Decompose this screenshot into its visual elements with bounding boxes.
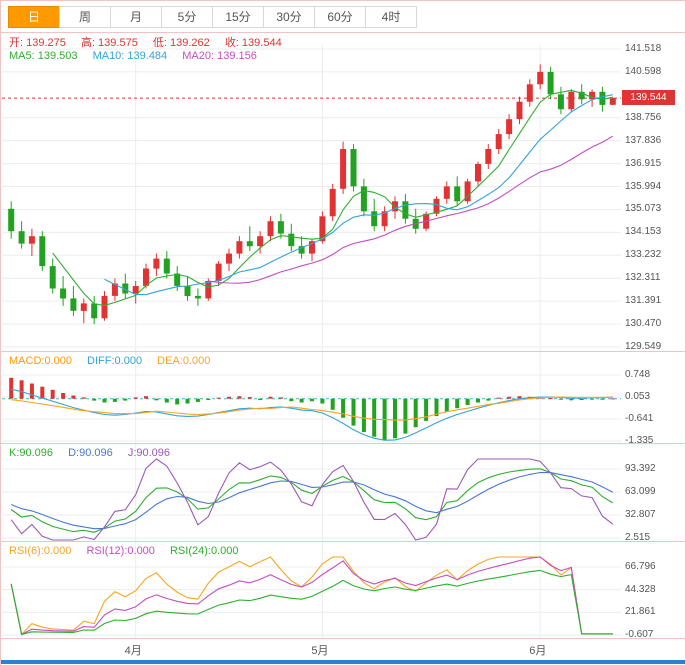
tab-60min[interactable]: 60分 xyxy=(314,6,366,28)
y-axis-tick: -1.335 xyxy=(625,435,654,446)
y-axis-tick: 134.153 xyxy=(625,226,662,238)
current-price-tag: 139.544 xyxy=(622,90,675,106)
tab-15min[interactable]: 15分 xyxy=(212,6,264,28)
dea-line xyxy=(11,396,613,421)
y-axis-tick: 130.470 xyxy=(625,318,662,330)
x-axis-month-label: 5月 xyxy=(311,645,329,657)
y-axis-tick: 135.073 xyxy=(625,203,662,215)
open-value: 开: 139.275 xyxy=(9,37,66,49)
macd-histogram xyxy=(9,377,615,440)
high-value: 高: 139.575 xyxy=(80,37,138,49)
y-axis-tick: 136.915 xyxy=(625,157,662,169)
y-axis-tick: 140.598 xyxy=(625,65,662,77)
ma10-value: MA10: 139.484 xyxy=(92,50,168,62)
tab-4hour[interactable]: 4时 xyxy=(365,6,417,28)
rsi12-line xyxy=(10,556,613,636)
y-axis-tick: 0.748 xyxy=(625,369,651,380)
diff-value: DIFF:0.000 xyxy=(87,355,143,367)
ma5-value: MA5: 139.503 xyxy=(9,50,78,62)
tab-month[interactable]: 月 xyxy=(110,6,162,28)
rsi-info-row: RSI(6):0.000 RSI(12):0.000 RSI(24):0.000 xyxy=(9,545,250,557)
tab-week[interactable]: 周 xyxy=(59,6,111,28)
d-value: D:90.096 xyxy=(68,447,113,459)
dea-value: DEA:0.000 xyxy=(157,355,211,367)
macd-value: MACD:0.000 xyxy=(9,355,72,367)
y-axis-tick: 32.807 xyxy=(625,509,656,520)
rsi6-value: RSI(6):0.000 xyxy=(9,545,72,557)
y-axis-tick: 132.311 xyxy=(625,272,661,284)
tab-30min[interactable]: 30分 xyxy=(263,6,315,28)
y-axis-tick: 131.391 xyxy=(625,295,662,307)
period-toolbar: 日周月 5分 15分 30分 60分 4时 xyxy=(8,6,417,28)
y-axis-tick: 135.994 xyxy=(625,180,662,192)
rsi24-line xyxy=(10,569,613,636)
y-axis-tick: 137.836 xyxy=(625,134,662,146)
panel-separators xyxy=(1,32,685,639)
ma10-line xyxy=(104,94,613,296)
grid-lines xyxy=(2,45,621,638)
y-axis-tick: 93.392 xyxy=(625,463,656,474)
x-axis-month-label: 4月 xyxy=(124,645,142,657)
k-value: K:90.096 xyxy=(9,447,54,459)
ma-info-row: MA5: 139.503 MA10: 139.484 MA20: 139.156 xyxy=(9,50,269,62)
kdj-info-row: K:90.096 D:90.096 J:90.096 xyxy=(9,447,182,459)
low-value: 低: 139.262 xyxy=(152,37,210,49)
ma20-value: MA20: 139.156 xyxy=(182,50,257,62)
y-axis-tick: -0.641 xyxy=(625,413,654,424)
bottom-accent-bar xyxy=(1,660,685,664)
y-axis-tick: 141.518 xyxy=(625,43,662,54)
close-value: 收: 139.544 xyxy=(224,37,282,49)
ma20-line xyxy=(208,135,614,284)
j-line xyxy=(10,458,614,541)
diff-line xyxy=(11,388,613,441)
ohlc-info-row: 开: 139.275 高: 139.575 低: 139.262 收: 139.… xyxy=(9,34,294,50)
macd-info-row: MACD:0.000 DIFF:0.000 DEA:0.000 xyxy=(9,355,222,367)
y-axis-tick: -0.607 xyxy=(625,629,654,640)
y-axis-tick: 0.053 xyxy=(625,391,651,403)
x-axis-month-label: 6月 xyxy=(529,645,547,657)
y-axis-tick: 66.796 xyxy=(625,561,656,572)
d-line xyxy=(10,471,614,530)
y-axis-tick: 133.232 xyxy=(625,249,662,261)
rsi6-line xyxy=(10,556,613,636)
y-axis-tick: 129.549 xyxy=(625,341,662,352)
j-value: J:90.096 xyxy=(127,447,171,459)
rsi24-value: RSI(24):0.000 xyxy=(169,545,239,557)
ma5-line xyxy=(52,89,613,306)
y-axis-tick: 21.861 xyxy=(625,606,656,618)
tab-5min[interactable]: 5分 xyxy=(161,6,213,28)
y-axis-tick: 63.099 xyxy=(625,486,656,497)
y-axis-tick: 2.515 xyxy=(625,532,651,543)
rsi12-value: RSI(12):0.000 xyxy=(86,545,155,557)
tab-day[interactable]: 日 xyxy=(8,6,60,28)
k-line xyxy=(10,468,614,533)
y-axis-tick: 138.756 xyxy=(625,111,662,123)
y-axis-tick: 44.328 xyxy=(625,583,656,595)
candles xyxy=(8,64,616,325)
